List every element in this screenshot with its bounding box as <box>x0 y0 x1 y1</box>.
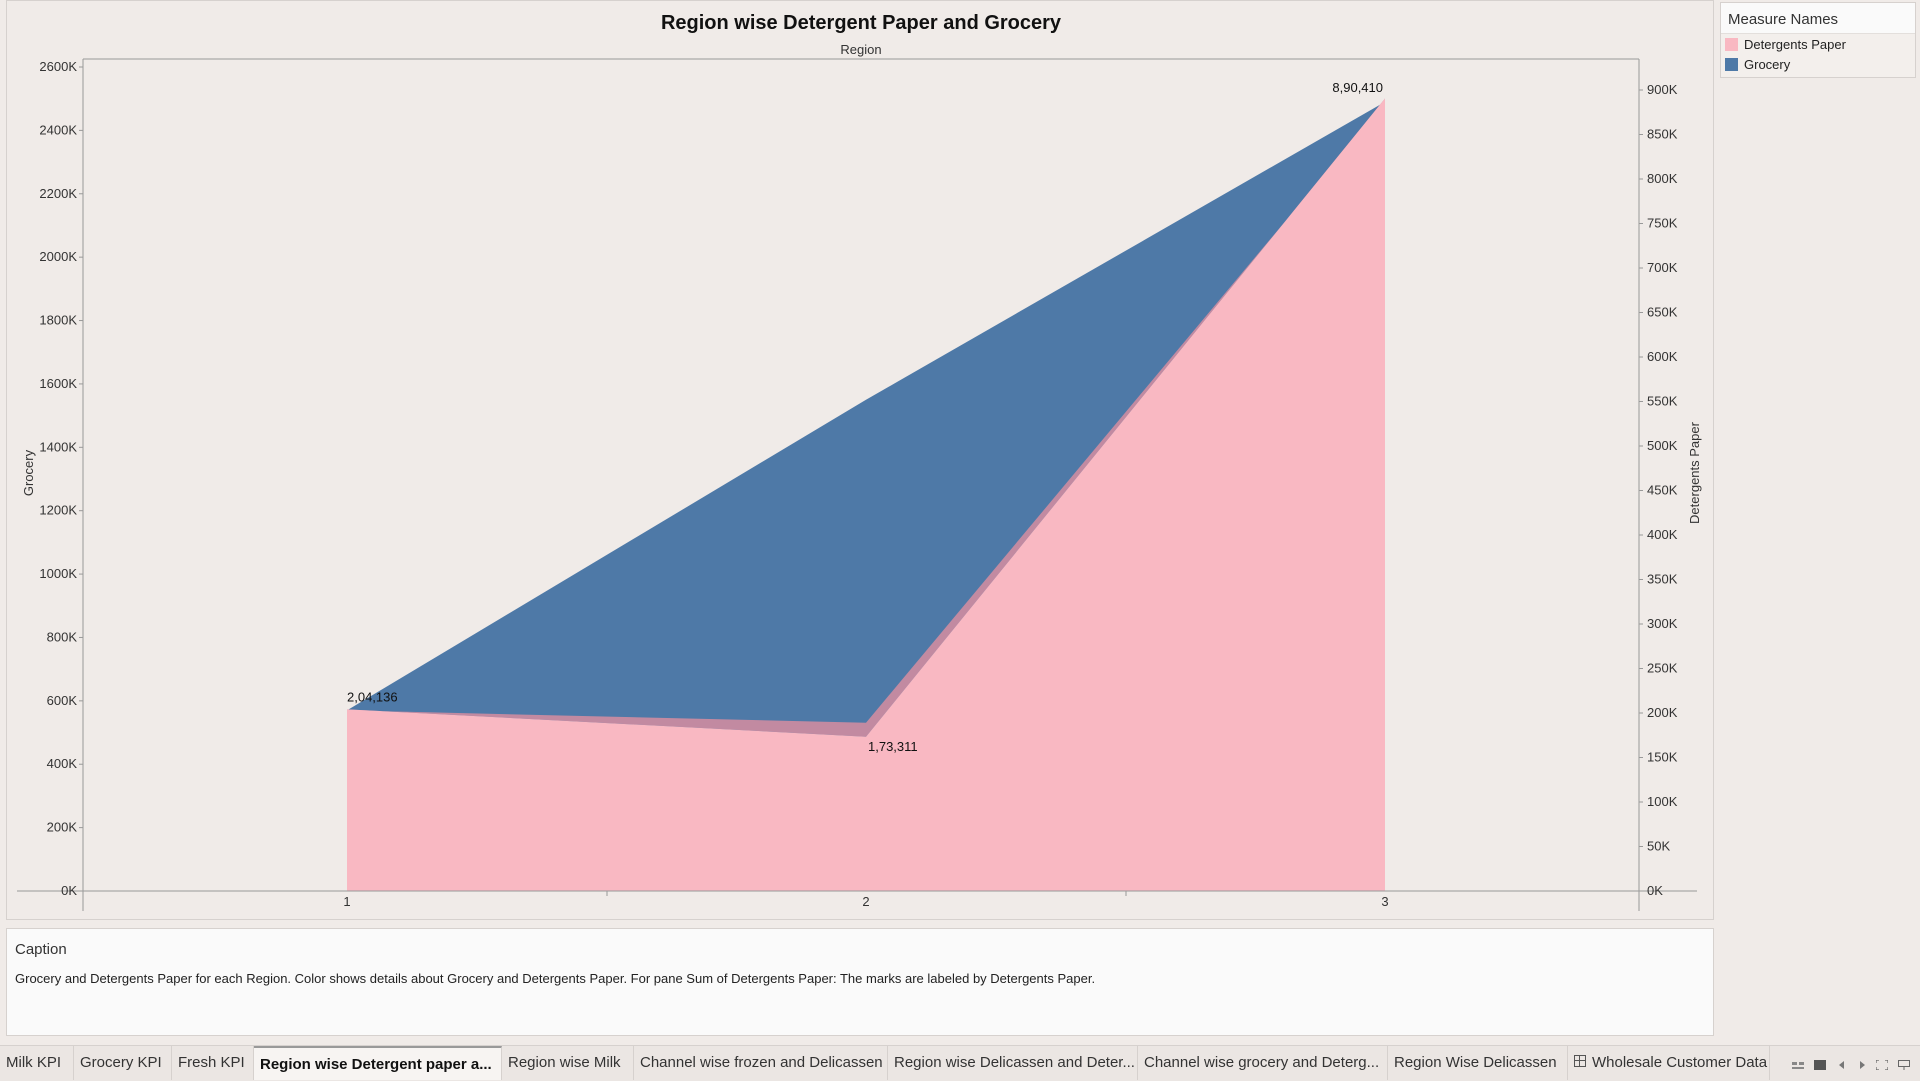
y-left-axis-title: Grocery <box>21 449 36 496</box>
tab-channel-wise-frozen[interactable]: Channel wise frozen and Delicassen <box>634 1046 888 1080</box>
y-right-tick-label: 350K <box>1647 572 1678 587</box>
tab-label: Fresh KPI <box>178 1054 245 1071</box>
tab-region-wise-delicassen[interactable]: Region Wise Delicassen <box>1388 1046 1568 1080</box>
tab-grocery-kpi[interactable]: Grocery KPI <box>74 1046 172 1080</box>
y-right-tick-label: 300K <box>1647 616 1678 631</box>
y-left-tick-label: 600K <box>47 693 78 708</box>
y-right-tick-label: 500K <box>1647 438 1678 453</box>
detergents-area[interactable] <box>347 98 1385 892</box>
sheet-tab-bar: Milk KPI Grocery KPI Fresh KPI Region wi… <box>0 1045 1920 1081</box>
y-right-tick-label: 600K <box>1647 349 1678 364</box>
y-right-axis-title: Detergents Paper <box>1687 421 1702 524</box>
legend: Measure Names Detergents Paper Grocery <box>1720 2 1916 78</box>
y-right-tick-label: 150K <box>1647 750 1678 765</box>
y-left-tick-label: 1800K <box>39 313 77 328</box>
tab-channel-wise-grocery[interactable]: Channel wise grocery and Deterg... <box>1138 1046 1388 1080</box>
legend-item-grocery[interactable]: Grocery <box>1721 54 1915 74</box>
y-right-tick-label: 0K <box>1647 883 1663 898</box>
y-left-tick-label: 2400K <box>39 122 77 137</box>
chart-panel: Region wise Detergent Paper and Grocery … <box>6 0 1714 920</box>
axes-group: 0K200K400K600K800K1000K1200K1400K1600K18… <box>17 59 1697 911</box>
show-filmstrip-icon[interactable] <box>1792 1060 1804 1070</box>
tab-label: Region Wise Delicassen <box>1394 1054 1557 1071</box>
y-right-tick-label: 450K <box>1647 483 1678 498</box>
caption-panel: Caption Grocery and Detergents Paper for… <box>6 928 1714 1036</box>
legend-item-detergents[interactable]: Detergents Paper <box>1721 34 1915 54</box>
legend-label-grocery: Grocery <box>1744 56 1791 72</box>
y-right-tick-label: 750K <box>1647 216 1678 231</box>
show-tabs-icon[interactable] <box>1814 1060 1826 1070</box>
y-right-tick-label: 700K <box>1647 260 1678 275</box>
y-left-tick-label: 1200K <box>39 503 77 518</box>
y-right-tick-label: 550K <box>1647 394 1678 409</box>
x-category-label: 1 <box>343 894 350 909</box>
y-left-tick-label: 2200K <box>39 186 77 201</box>
tab-region-wise-milk[interactable]: Region wise Milk <box>502 1046 634 1080</box>
legend-label-detergents: Detergents Paper <box>1744 36 1846 52</box>
tab-region-wise-detergent[interactable]: Region wise Detergent paper a... <box>254 1046 502 1080</box>
tab-milk-kpi[interactable]: Milk KPI <box>0 1046 74 1080</box>
y-left-tick-label: 1400K <box>39 439 77 454</box>
y-left-tick-label: 200K <box>47 820 78 835</box>
y-left-tick-label: 400K <box>47 756 78 771</box>
prev-sheet-icon[interactable] <box>1836 1060 1848 1070</box>
tab-wholesale-customer-data[interactable]: Wholesale Customer Data <box>1568 1046 1770 1080</box>
y-right-tick-label: 800K <box>1647 171 1678 186</box>
tab-label: Milk KPI <box>6 1054 62 1071</box>
tab-region-wise-delicassen-deter[interactable]: Region wise Delicassen and Deter... <box>888 1046 1138 1080</box>
area-series-group <box>347 98 1385 892</box>
y-right-tick-label: 400K <box>1647 527 1678 542</box>
data-label: 2,04,136 <box>347 689 398 704</box>
y-left-tick-label: 800K <box>47 629 78 644</box>
caption-title: Caption <box>15 941 67 958</box>
tab-label: Wholesale Customer Data <box>1592 1054 1768 1071</box>
tab-label: Channel wise frozen and Delicassen <box>640 1054 883 1071</box>
y-left-tick-label: 1000K <box>39 566 77 581</box>
tab-fresh-kpi[interactable]: Fresh KPI <box>172 1046 254 1080</box>
data-label: 1,73,311 <box>868 739 918 754</box>
data-label: 8,90,410 <box>1332 80 1383 95</box>
chart-title: Region wise Detergent Paper and Grocery <box>661 12 1062 34</box>
y-right-tick-label: 250K <box>1647 661 1678 676</box>
legend-title: Measure Names <box>1721 3 1915 34</box>
y-left-tick-label: 2600K <box>39 59 77 74</box>
grocery-swatch <box>1725 57 1738 71</box>
presentation-mode-icon[interactable] <box>1898 1060 1910 1070</box>
tab-label: Region wise Detergent paper a... <box>260 1056 492 1073</box>
tab-label: Grocery KPI <box>80 1054 162 1071</box>
fullscreen-icon[interactable] <box>1876 1060 1888 1070</box>
x-category-label: 3 <box>1381 894 1388 909</box>
y-right-tick-label: 650K <box>1647 305 1678 320</box>
region-header: Region <box>840 42 881 57</box>
detergents-swatch <box>1725 37 1738 51</box>
y-right-tick-label: 100K <box>1647 794 1678 809</box>
tab-label: Region wise Milk <box>508 1054 621 1071</box>
data-labels-group: 2,04,136 1,73,311 8,90,410 <box>347 80 1383 754</box>
y-right-tick-label: 200K <box>1647 705 1678 720</box>
datasource-icon <box>1574 1055 1586 1067</box>
caption-text: Grocery and Detergents Paper for each Re… <box>15 971 1096 986</box>
y-right-tick-label: 900K <box>1647 82 1678 97</box>
area-chart: Region wise Detergent Paper and Grocery … <box>17 12 1702 911</box>
y-right-tick-label: 50K <box>1647 839 1670 854</box>
y-left-tick-label: 0K <box>61 883 77 898</box>
tab-label: Region wise Delicassen and Deter... <box>894 1054 1135 1071</box>
next-sheet-icon[interactable] <box>1856 1060 1868 1070</box>
y-left-tick-label: 1600K <box>39 376 77 391</box>
tab-label: Channel wise grocery and Deterg... <box>1144 1054 1380 1071</box>
y-right-tick-label: 850K <box>1647 127 1678 142</box>
y-left-tick-label: 2000K <box>39 249 77 264</box>
x-category-label: 2 <box>862 894 869 909</box>
